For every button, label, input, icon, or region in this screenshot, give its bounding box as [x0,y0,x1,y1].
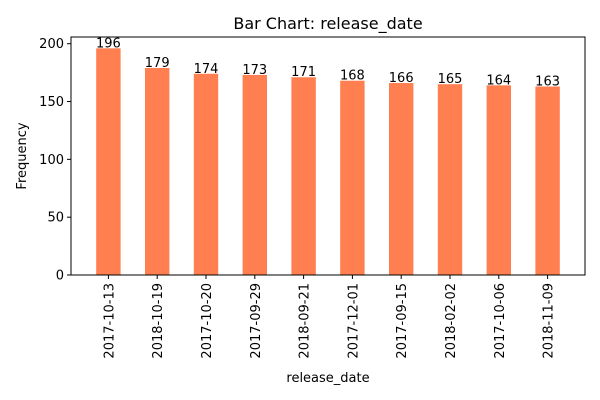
data-label-2018-02-02: 165 [438,72,463,87]
x-tick-label-2018-10-19: 2018-10-19 [151,283,166,359]
bar-2017-10-06 [486,85,511,275]
y-axis-label: Frequency [15,122,30,189]
data-label-2017-10-13: 196 [96,36,121,51]
x-axis-label: release_date [286,371,369,386]
bar-2017-12-01 [340,80,365,276]
x-tick-label-2017-12-01: 2017-12-01 [346,283,361,359]
y-tick-label-0: 0 [56,269,64,284]
bar-2017-09-29 [242,74,267,276]
x-tick-label-2018-09-21: 2018-09-21 [298,283,313,359]
y-tick-label-150: 150 [39,95,64,110]
x-tick-label-2017-09-29: 2017-09-29 [249,283,264,359]
bar-2018-11-09 [535,86,560,275]
bar-2017-09-15 [389,83,414,275]
x-axis: 2017-10-13 2018-10-19 2017-10-20 2017-09-29… [102,275,557,359]
data-label-2018-09-21: 171 [291,65,316,80]
bar-2018-09-21 [291,77,316,276]
bar-2018-02-02 [437,84,463,276]
x-tick-label-2017-10-06: 2017-10-06 [493,283,508,359]
x-tick-label-2017-09-15: 2017-09-15 [395,283,410,359]
data-label-2017-09-15: 166 [389,71,414,86]
x-tick-label-2017-10-13: 2017-10-13 [102,283,117,359]
x-tick-label-2018-11-09: 2018-11-09 [542,283,557,359]
bar-2017-10-13 [96,48,121,275]
data-labels-group: 196 179 174 173 171 168 166 165 164 163 [96,36,560,89]
x-tick-label-2018-02-02: 2018-02-02 [444,283,459,359]
y-tick-label-100: 100 [39,153,64,168]
data-label-2017-10-20: 174 [194,62,219,77]
data-label-2017-10-06: 164 [486,73,511,88]
y-tick-label-50: 50 [47,211,64,226]
data-label-2017-09-29: 173 [242,63,267,78]
y-axis: 0 50 100 150 200 [39,37,71,284]
plot-frame [70,36,586,276]
y-tick-label-200: 200 [39,37,64,52]
chart-title: Bar Chart: release_date [233,14,422,34]
data-label-2018-11-09: 163 [535,75,560,90]
data-label-2018-10-19: 179 [145,56,170,71]
data-label-2017-12-01: 168 [340,69,365,84]
x-tick-label-2017-10-20: 2017-10-20 [200,283,215,359]
bar-2018-10-19 [145,67,170,276]
bars-group [96,48,560,276]
bar-2017-10-20 [193,73,219,275]
